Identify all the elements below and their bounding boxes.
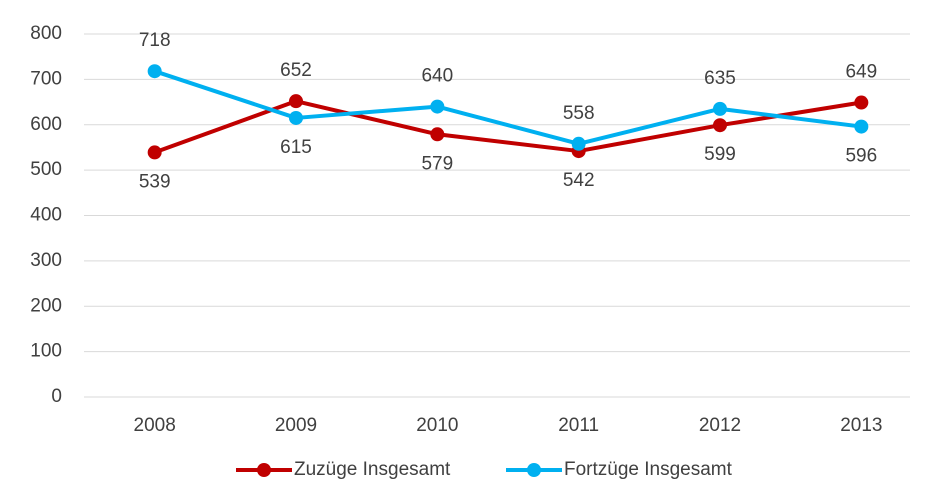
x-tick-label: 2011 bbox=[558, 415, 599, 436]
point bbox=[713, 101, 727, 116]
y-tick-label: 200 bbox=[30, 295, 62, 316]
x-tick-label: 2009 bbox=[275, 415, 317, 436]
data-label: 640 bbox=[421, 66, 453, 87]
data-label: 652 bbox=[280, 60, 312, 81]
y-tick-label: 0 bbox=[51, 386, 62, 407]
legend-label: Fortzüge Insgesamt bbox=[564, 459, 733, 480]
y-tick-label: 500 bbox=[30, 159, 62, 180]
data-label: 579 bbox=[421, 153, 453, 174]
data-label: 596 bbox=[845, 146, 877, 167]
x-tick-label: 2013 bbox=[840, 415, 882, 436]
data-label: 558 bbox=[563, 103, 595, 124]
series-line bbox=[154, 69, 862, 146]
data-label: 542 bbox=[563, 170, 595, 191]
legend-marker bbox=[527, 463, 541, 477]
x-tick-label: 2008 bbox=[134, 415, 176, 436]
point bbox=[289, 94, 303, 109]
point bbox=[854, 119, 869, 134]
x-tick-label: 2012 bbox=[699, 415, 741, 436]
legend-marker bbox=[257, 463, 271, 477]
point bbox=[289, 110, 303, 125]
data-label: 635 bbox=[704, 68, 736, 89]
data-label: 615 bbox=[280, 137, 312, 158]
point bbox=[854, 95, 869, 110]
data-label: 718 bbox=[139, 30, 171, 51]
data-label: 649 bbox=[845, 62, 877, 83]
point bbox=[147, 145, 162, 160]
y-tick-label: 700 bbox=[30, 68, 62, 89]
data-label: 539 bbox=[139, 171, 171, 192]
y-tick-label: 400 bbox=[30, 205, 62, 226]
y-tick-label: 100 bbox=[30, 341, 62, 362]
point bbox=[713, 118, 727, 133]
point bbox=[147, 64, 162, 79]
legend-label: Zuzüge Insgesamt bbox=[294, 459, 451, 480]
point bbox=[430, 99, 445, 114]
y-tick-label: 800 bbox=[30, 23, 62, 44]
y-tick-label: 300 bbox=[30, 250, 62, 271]
point bbox=[430, 127, 445, 142]
point bbox=[571, 136, 586, 151]
data-label: 599 bbox=[704, 144, 736, 165]
x-tick-label: 2010 bbox=[416, 415, 458, 436]
y-tick-label: 600 bbox=[30, 114, 62, 135]
